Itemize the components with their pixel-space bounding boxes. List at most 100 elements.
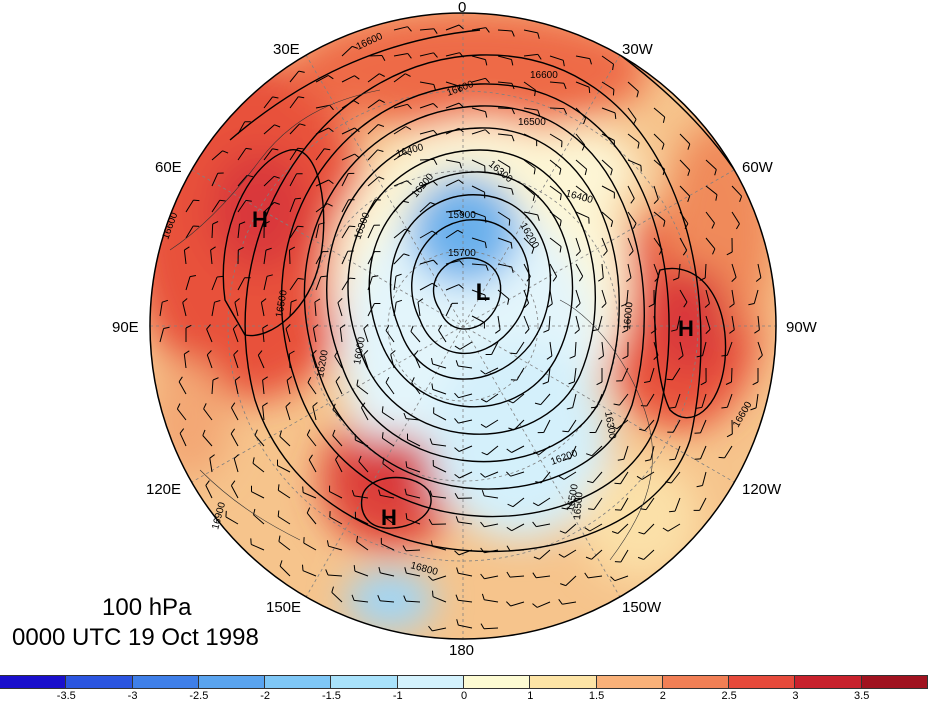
wind-barb xyxy=(234,380,239,395)
wind-barb-flag xyxy=(508,219,511,226)
wind-barb xyxy=(679,237,688,251)
colorbar-tick-label: 2 xyxy=(659,690,666,702)
wind-barb-flag xyxy=(559,530,566,534)
wind-barb-flag xyxy=(563,108,567,115)
wind-barb xyxy=(419,282,433,291)
wind-barb xyxy=(510,471,525,477)
wind-barb xyxy=(308,459,317,473)
wind-barb xyxy=(601,159,613,170)
wind-barb-flag xyxy=(748,303,755,306)
wind-barb-flag xyxy=(637,556,644,560)
wind-barb-flag xyxy=(757,354,763,360)
wind-barb-flag xyxy=(257,350,263,356)
wind-barb xyxy=(575,81,590,88)
wind-barb xyxy=(679,159,691,171)
wind-barb xyxy=(565,523,577,534)
wind-barb xyxy=(510,601,525,607)
contour-label: 16600 xyxy=(530,70,558,81)
wind-barb xyxy=(306,434,317,447)
wind-barb xyxy=(202,435,213,447)
wind-barb-flag xyxy=(506,601,511,607)
wind-barb xyxy=(497,315,501,330)
longitude-label-120w: 120W xyxy=(742,481,782,498)
wind-barb-flag xyxy=(351,594,355,601)
wind-barb-flag xyxy=(212,221,219,225)
colorbar-swatch xyxy=(198,676,266,688)
wind-barb xyxy=(406,494,421,499)
wind-barb-flag xyxy=(230,428,236,434)
wind-barb-flag xyxy=(306,507,311,514)
wind-barb xyxy=(315,104,330,109)
wind-barb xyxy=(393,103,408,109)
wind-barb xyxy=(332,435,343,447)
wind-barb-flag xyxy=(272,148,279,151)
wind-barb xyxy=(620,549,629,563)
wind-barb-flag xyxy=(712,248,716,255)
wind-barb xyxy=(279,436,291,447)
wind-barb-flag xyxy=(588,508,595,510)
wind-barb xyxy=(405,549,421,552)
wind-barb xyxy=(360,407,369,421)
wind-barb-flag xyxy=(669,458,676,461)
colorbar-swatch xyxy=(331,676,398,688)
wind-barb xyxy=(705,237,716,250)
wind-barb-flag xyxy=(274,124,281,128)
wind-barb-flag xyxy=(438,324,443,331)
wind-barb xyxy=(619,393,629,406)
wind-barb-flag xyxy=(179,428,185,434)
colorbar-swatch xyxy=(265,676,332,688)
wind-barb xyxy=(591,549,603,560)
wind-barb xyxy=(471,289,486,296)
wind-barb-flag xyxy=(535,481,542,484)
wind-barb xyxy=(575,185,588,195)
wind-barb-flag xyxy=(328,127,334,133)
wind-barb xyxy=(538,497,551,507)
wind-barb-flag xyxy=(704,303,710,308)
wind-barb xyxy=(575,107,586,119)
wind-barb-flag xyxy=(612,89,615,96)
wind-barb xyxy=(471,129,486,135)
wind-barb-flag xyxy=(430,540,433,547)
wind-barb-flag xyxy=(725,381,732,385)
wind-barb xyxy=(523,159,536,169)
wind-barb-flag xyxy=(532,572,537,578)
wind-barb-flag xyxy=(381,406,384,413)
wind-barb-flag xyxy=(455,516,459,523)
wind-barb xyxy=(367,276,373,291)
wind-barb xyxy=(263,276,268,291)
wind-barb-flag xyxy=(735,223,740,230)
longitude-label-30w: 30W xyxy=(622,41,653,58)
colorbar-tick-label: 1.5 xyxy=(588,690,605,702)
wind-barb xyxy=(393,26,408,31)
wind-barb-flag xyxy=(289,246,296,251)
colorbar-tick-label: -2.5 xyxy=(189,690,209,702)
wind-barb xyxy=(433,465,447,473)
wind-barb-flag xyxy=(653,198,659,204)
wind-barb-flag xyxy=(617,458,624,461)
wind-barb xyxy=(419,230,433,239)
wind-barb-flag xyxy=(480,423,487,428)
wind-barb-flag xyxy=(598,355,604,360)
wind-barb-flag xyxy=(481,490,485,497)
wind-barb-flag xyxy=(432,282,438,288)
wind-barb-flag xyxy=(405,126,412,130)
wind-barb xyxy=(497,263,512,268)
wind-barb-flag xyxy=(614,112,617,119)
wind-barb-flag xyxy=(558,553,565,558)
wind-barb-flag xyxy=(233,454,239,459)
wind-barb-flag xyxy=(262,324,269,329)
wind-barb xyxy=(484,495,499,499)
wind-barb-flag xyxy=(329,104,334,111)
wind-barb-flag xyxy=(543,329,550,333)
wind-barb xyxy=(509,575,525,578)
wind-barb xyxy=(432,388,447,395)
wind-barb-flag xyxy=(559,220,562,227)
colorbar-tick-label: 2.5 xyxy=(721,690,737,702)
wind-barb xyxy=(643,549,655,560)
wind-barb xyxy=(471,315,485,323)
wind-barb xyxy=(237,174,248,187)
wind-barb xyxy=(627,159,642,166)
wind-barb-flag xyxy=(653,355,659,360)
wind-barb-flag xyxy=(601,303,607,308)
wind-barb xyxy=(341,75,355,83)
